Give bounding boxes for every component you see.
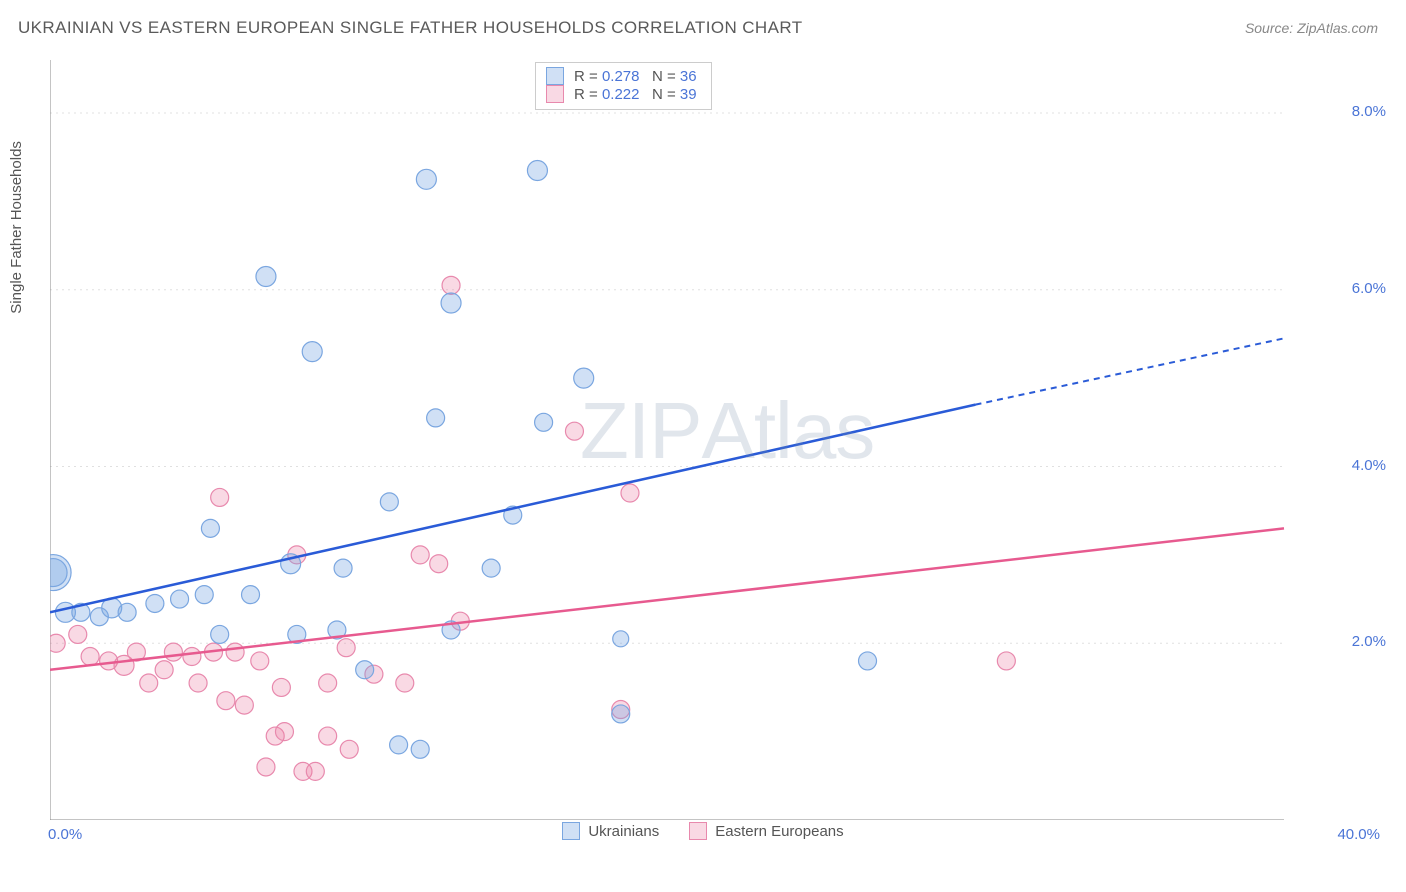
scatter-plot	[50, 60, 1350, 820]
y-tick-label: 6.0%	[1326, 280, 1386, 297]
stats-legend: R = 0.278 N = 36R = 0.222 N = 39	[535, 62, 712, 110]
y-tick-label: 8.0%	[1326, 103, 1386, 120]
series-legend: Ukrainians Eastern Europeans	[0, 822, 1406, 840]
y-tick-label: 2.0%	[1326, 633, 1386, 650]
y-axis-title: Single Father Households	[8, 141, 25, 314]
stats-legend-row: R = 0.278 N = 36	[546, 67, 697, 85]
chart-title: UKRAINIAN VS EASTERN EUROPEAN SINGLE FAT…	[18, 18, 803, 38]
y-tick-label: 4.0%	[1326, 457, 1386, 474]
legend-item: Ukrainians	[562, 822, 659, 840]
plot-svg	[50, 60, 1350, 820]
source-label: Source: ZipAtlas.com	[1245, 20, 1378, 36]
stats-legend-row: R = 0.222 N = 39	[546, 85, 697, 103]
legend-item: Eastern Europeans	[689, 822, 843, 840]
